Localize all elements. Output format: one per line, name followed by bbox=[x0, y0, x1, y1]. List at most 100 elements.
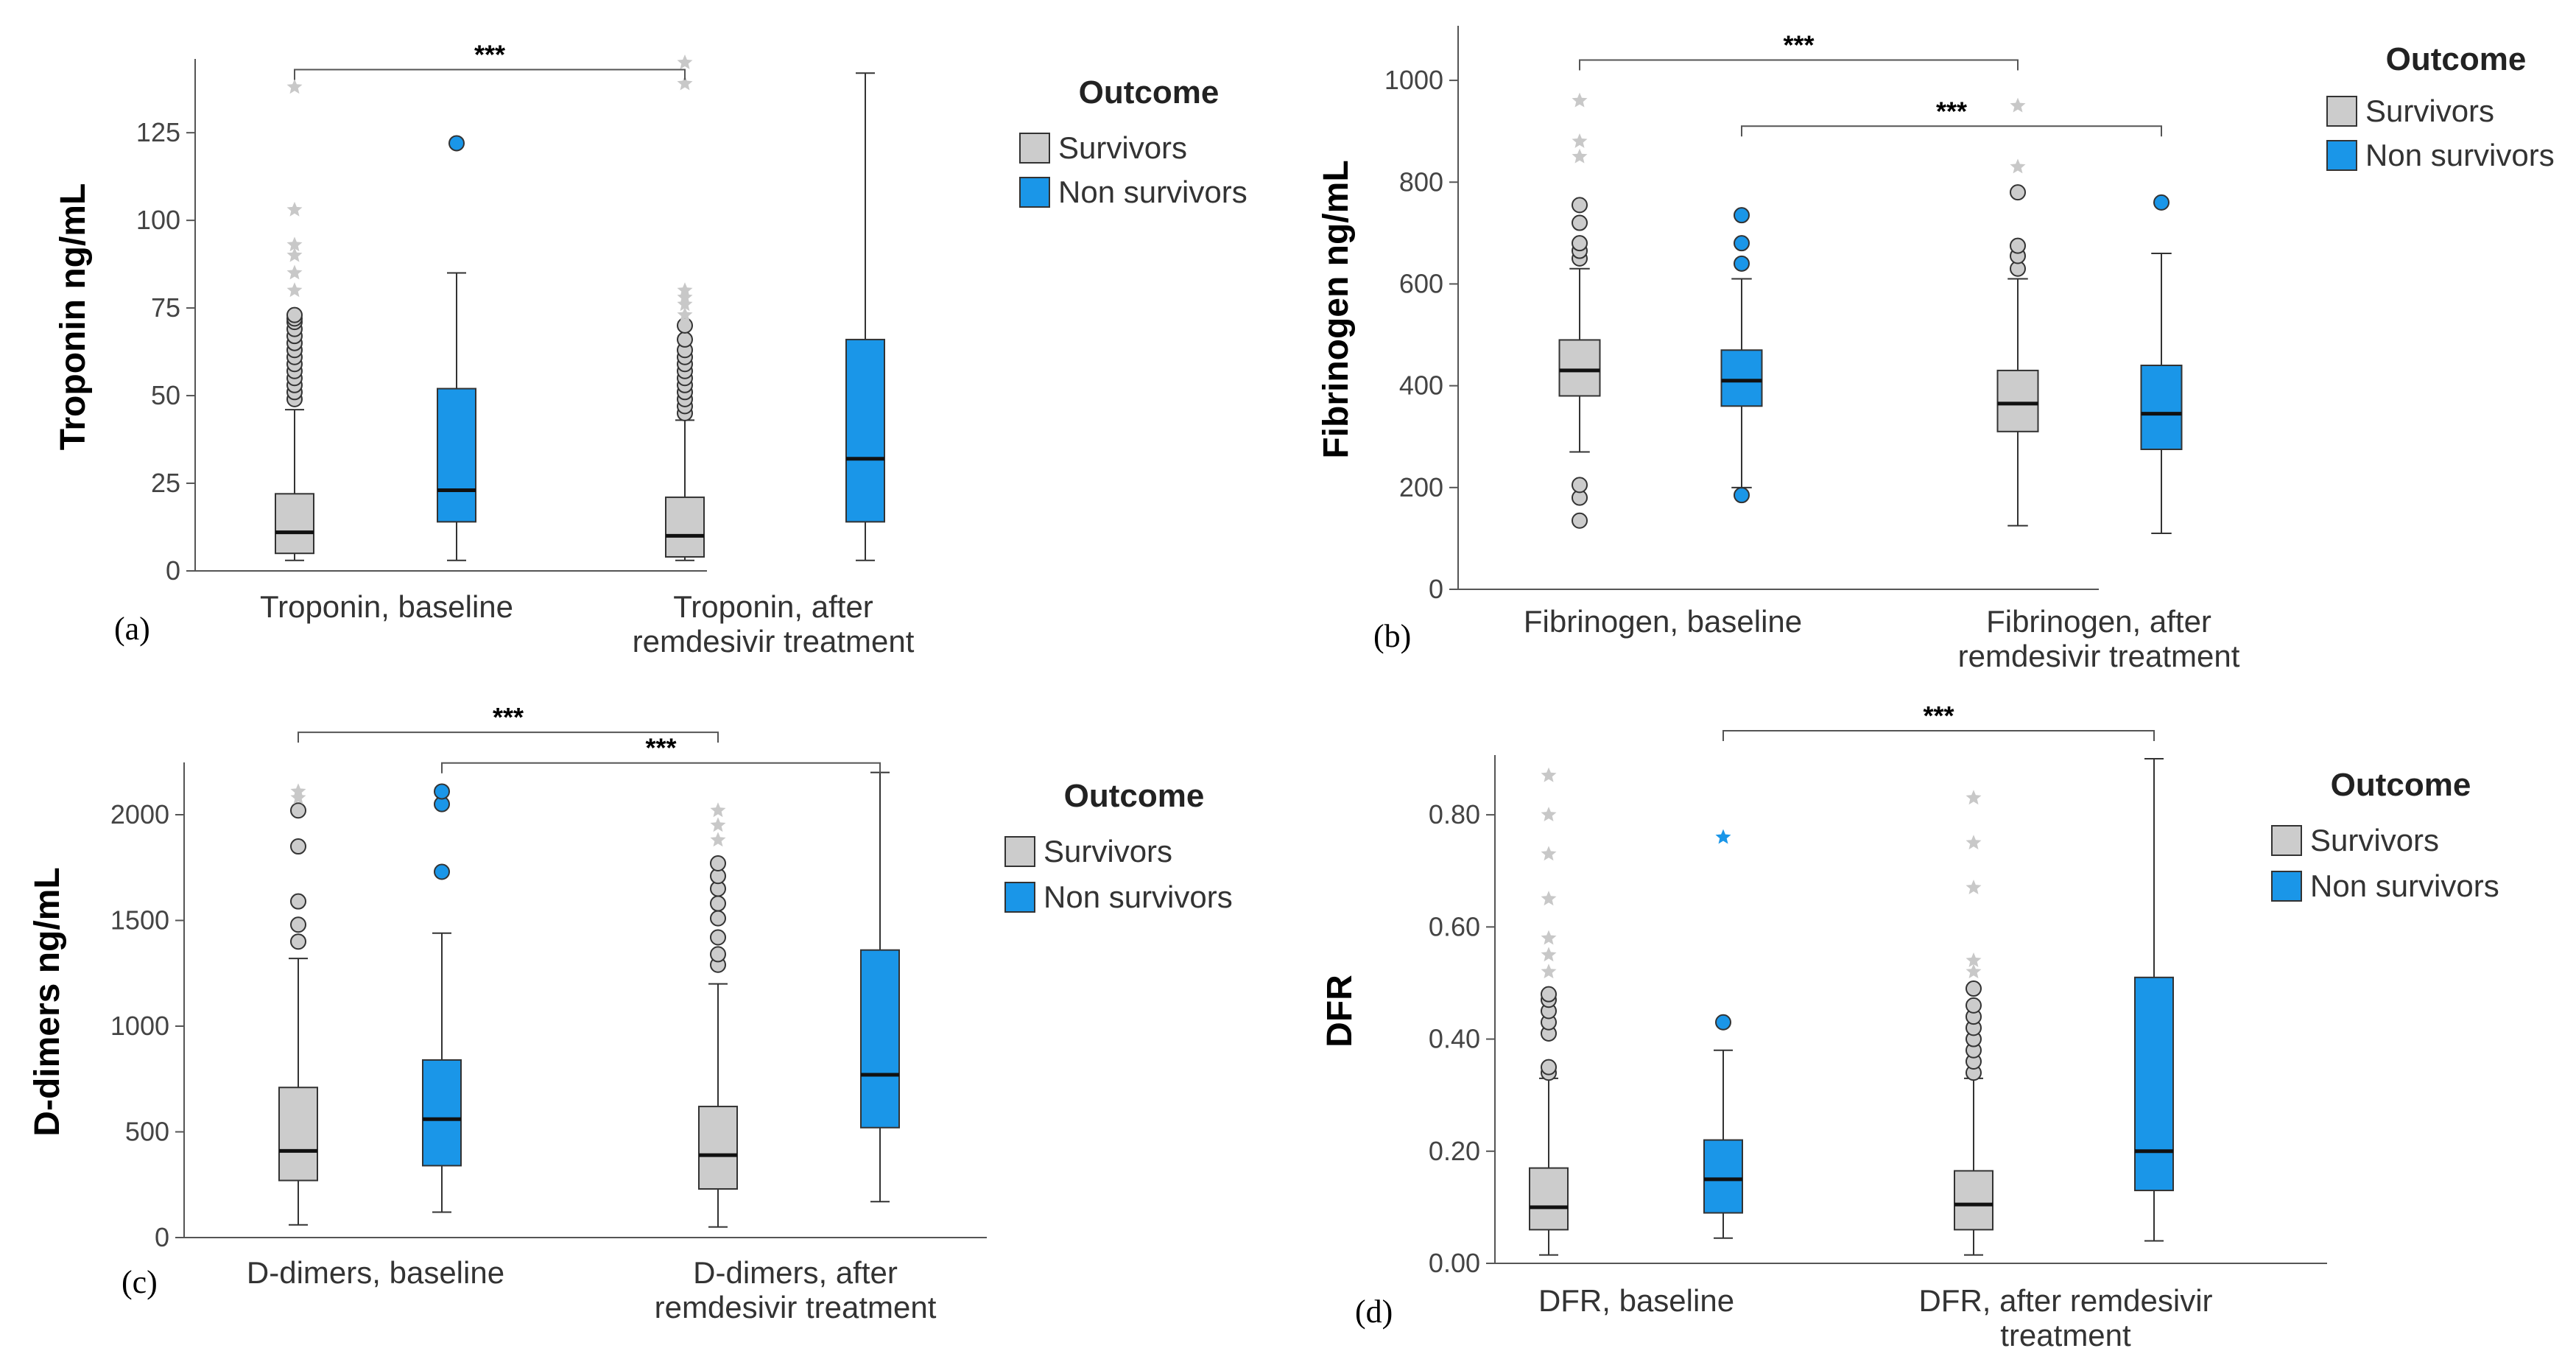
box-iqr bbox=[1703, 1139, 1743, 1214]
category-label-line2: remdesivir treatment bbox=[633, 624, 915, 659]
legend: Outcome Survivors Non survivors bbox=[2271, 767, 2499, 903]
legend-swatch bbox=[1004, 836, 1035, 867]
outlier-point bbox=[1966, 997, 1982, 1014]
outlier-point bbox=[2153, 194, 2169, 211]
outlier-point bbox=[1734, 235, 1750, 252]
y-tick-label: 0.00 bbox=[1429, 1248, 1480, 1278]
significance-label: *** bbox=[1923, 701, 1954, 731]
category-label: D-dimers, baseline bbox=[247, 1255, 504, 1290]
outlier-point bbox=[434, 783, 450, 800]
box-iqr bbox=[698, 1106, 738, 1190]
outlier-point bbox=[1572, 512, 1588, 529]
legend-swatch bbox=[2326, 140, 2357, 171]
box-survivors bbox=[275, 79, 314, 561]
extreme-point bbox=[290, 790, 306, 804]
y-tick-label: 2000 bbox=[110, 799, 169, 829]
box-survivors bbox=[698, 802, 738, 1228]
extreme-point bbox=[1572, 148, 1588, 164]
y-tick-label: 100 bbox=[136, 205, 180, 235]
category-label: DFR, baseline bbox=[1538, 1283, 1734, 1318]
y-tick-label: 0.80 bbox=[1429, 799, 1480, 829]
y-tick-label: 1500 bbox=[110, 905, 169, 936]
category-label: Fibrinogen, baseline bbox=[1524, 604, 1802, 639]
outlier-point bbox=[1572, 197, 1588, 214]
category-label: DFR, after remdesivir bbox=[1918, 1283, 2212, 1318]
outlier-point bbox=[710, 895, 726, 912]
extreme-point bbox=[677, 55, 693, 69]
box-iqr bbox=[665, 496, 705, 558]
legend-swatch bbox=[2326, 96, 2357, 127]
outlier-point bbox=[2010, 237, 2026, 254]
y-tick-label: 125 bbox=[136, 117, 180, 147]
outlier-point bbox=[710, 910, 726, 927]
y-tick-label: 0.60 bbox=[1429, 911, 1480, 941]
extreme-point bbox=[1966, 964, 1982, 979]
legend-label: Survivors bbox=[1044, 834, 1172, 869]
panel-label: (d) bbox=[1355, 1294, 1393, 1330]
significance-bracket bbox=[298, 731, 719, 743]
box-non-survivors bbox=[860, 771, 900, 1203]
extreme-point bbox=[2010, 158, 2026, 174]
outlier-point bbox=[1572, 214, 1588, 231]
legend-label: Non survivors bbox=[2310, 869, 2499, 903]
category-label-line2: remdesivir treatment bbox=[655, 1290, 937, 1324]
box-survivors bbox=[1996, 97, 2039, 527]
box-survivors bbox=[1954, 790, 1993, 1256]
extreme-point bbox=[286, 201, 303, 217]
box-non-survivors bbox=[2140, 194, 2183, 534]
legend-title: Outcome bbox=[2331, 767, 2471, 803]
extreme-point bbox=[677, 289, 693, 304]
significance-label: *** bbox=[474, 40, 505, 70]
panel-b: 0 200 400 600 800 1000 Fibrinogen ng/mL Fibrino… bbox=[1317, 26, 2555, 673]
outlier-point bbox=[1734, 207, 1750, 224]
box-iqr bbox=[275, 493, 314, 555]
legend-label: Non survivors bbox=[1044, 880, 1233, 914]
box-iqr bbox=[860, 949, 900, 1129]
y-tick-label: 0 bbox=[1429, 574, 1443, 604]
extreme-point bbox=[1541, 891, 1557, 906]
legend-swatch bbox=[2271, 825, 2302, 856]
legend-title: Outcome bbox=[1064, 778, 1205, 814]
extreme-point bbox=[2010, 97, 2026, 113]
outlier-point bbox=[1734, 487, 1750, 504]
box-non-survivors bbox=[845, 72, 885, 561]
legend-label: Survivors bbox=[2310, 823, 2439, 857]
box-iqr bbox=[1996, 369, 2039, 432]
significance-label: *** bbox=[493, 702, 524, 732]
y-tick-label: 600 bbox=[1399, 268, 1443, 298]
extreme-point bbox=[710, 817, 726, 832]
extreme-point bbox=[1572, 133, 1588, 148]
legend-title: Outcome bbox=[1079, 74, 1220, 110]
y-tick-label: 0.40 bbox=[1429, 1024, 1480, 1054]
extreme-point bbox=[710, 832, 726, 847]
significance-bracket bbox=[1579, 59, 2019, 71]
outlier-point bbox=[1541, 1059, 1557, 1075]
extreme-point bbox=[290, 783, 306, 799]
extreme-point bbox=[1966, 952, 1982, 967]
outlier-point bbox=[1715, 1014, 1731, 1031]
outlier-point bbox=[290, 916, 306, 933]
category-label: Troponin, baseline bbox=[260, 589, 513, 624]
extreme-point bbox=[1541, 767, 1557, 782]
panel-a: 0 25 50 75 100 125 Troponin ng/mL Troponin, bas… bbox=[54, 40, 1247, 659]
category-label-line2: treatment bbox=[2000, 1318, 2131, 1352]
y-tick-label: 0.20 bbox=[1429, 1136, 1480, 1166]
outlier-point bbox=[448, 135, 465, 152]
legend-label: Survivors bbox=[1058, 130, 1187, 165]
extreme-point bbox=[286, 236, 303, 252]
y-tick-label: 50 bbox=[151, 380, 180, 410]
y-axis-title: Troponin ng/mL bbox=[54, 183, 93, 451]
extreme-point bbox=[1966, 790, 1982, 805]
outlier-point bbox=[1966, 980, 1982, 997]
outlier-point bbox=[1734, 255, 1750, 272]
box-survivors bbox=[278, 783, 318, 1226]
legend-label: Non survivors bbox=[1058, 175, 1247, 209]
extreme-point bbox=[710, 802, 726, 818]
y-axis-title: D-dimers ng/mL bbox=[28, 867, 67, 1136]
box-iqr bbox=[1529, 1167, 1569, 1231]
significance-label: *** bbox=[645, 733, 676, 763]
box-iqr bbox=[278, 1087, 318, 1182]
box-non-survivors bbox=[2134, 758, 2174, 1242]
outlier-point bbox=[710, 946, 726, 963]
box-iqr bbox=[1954, 1170, 1993, 1231]
